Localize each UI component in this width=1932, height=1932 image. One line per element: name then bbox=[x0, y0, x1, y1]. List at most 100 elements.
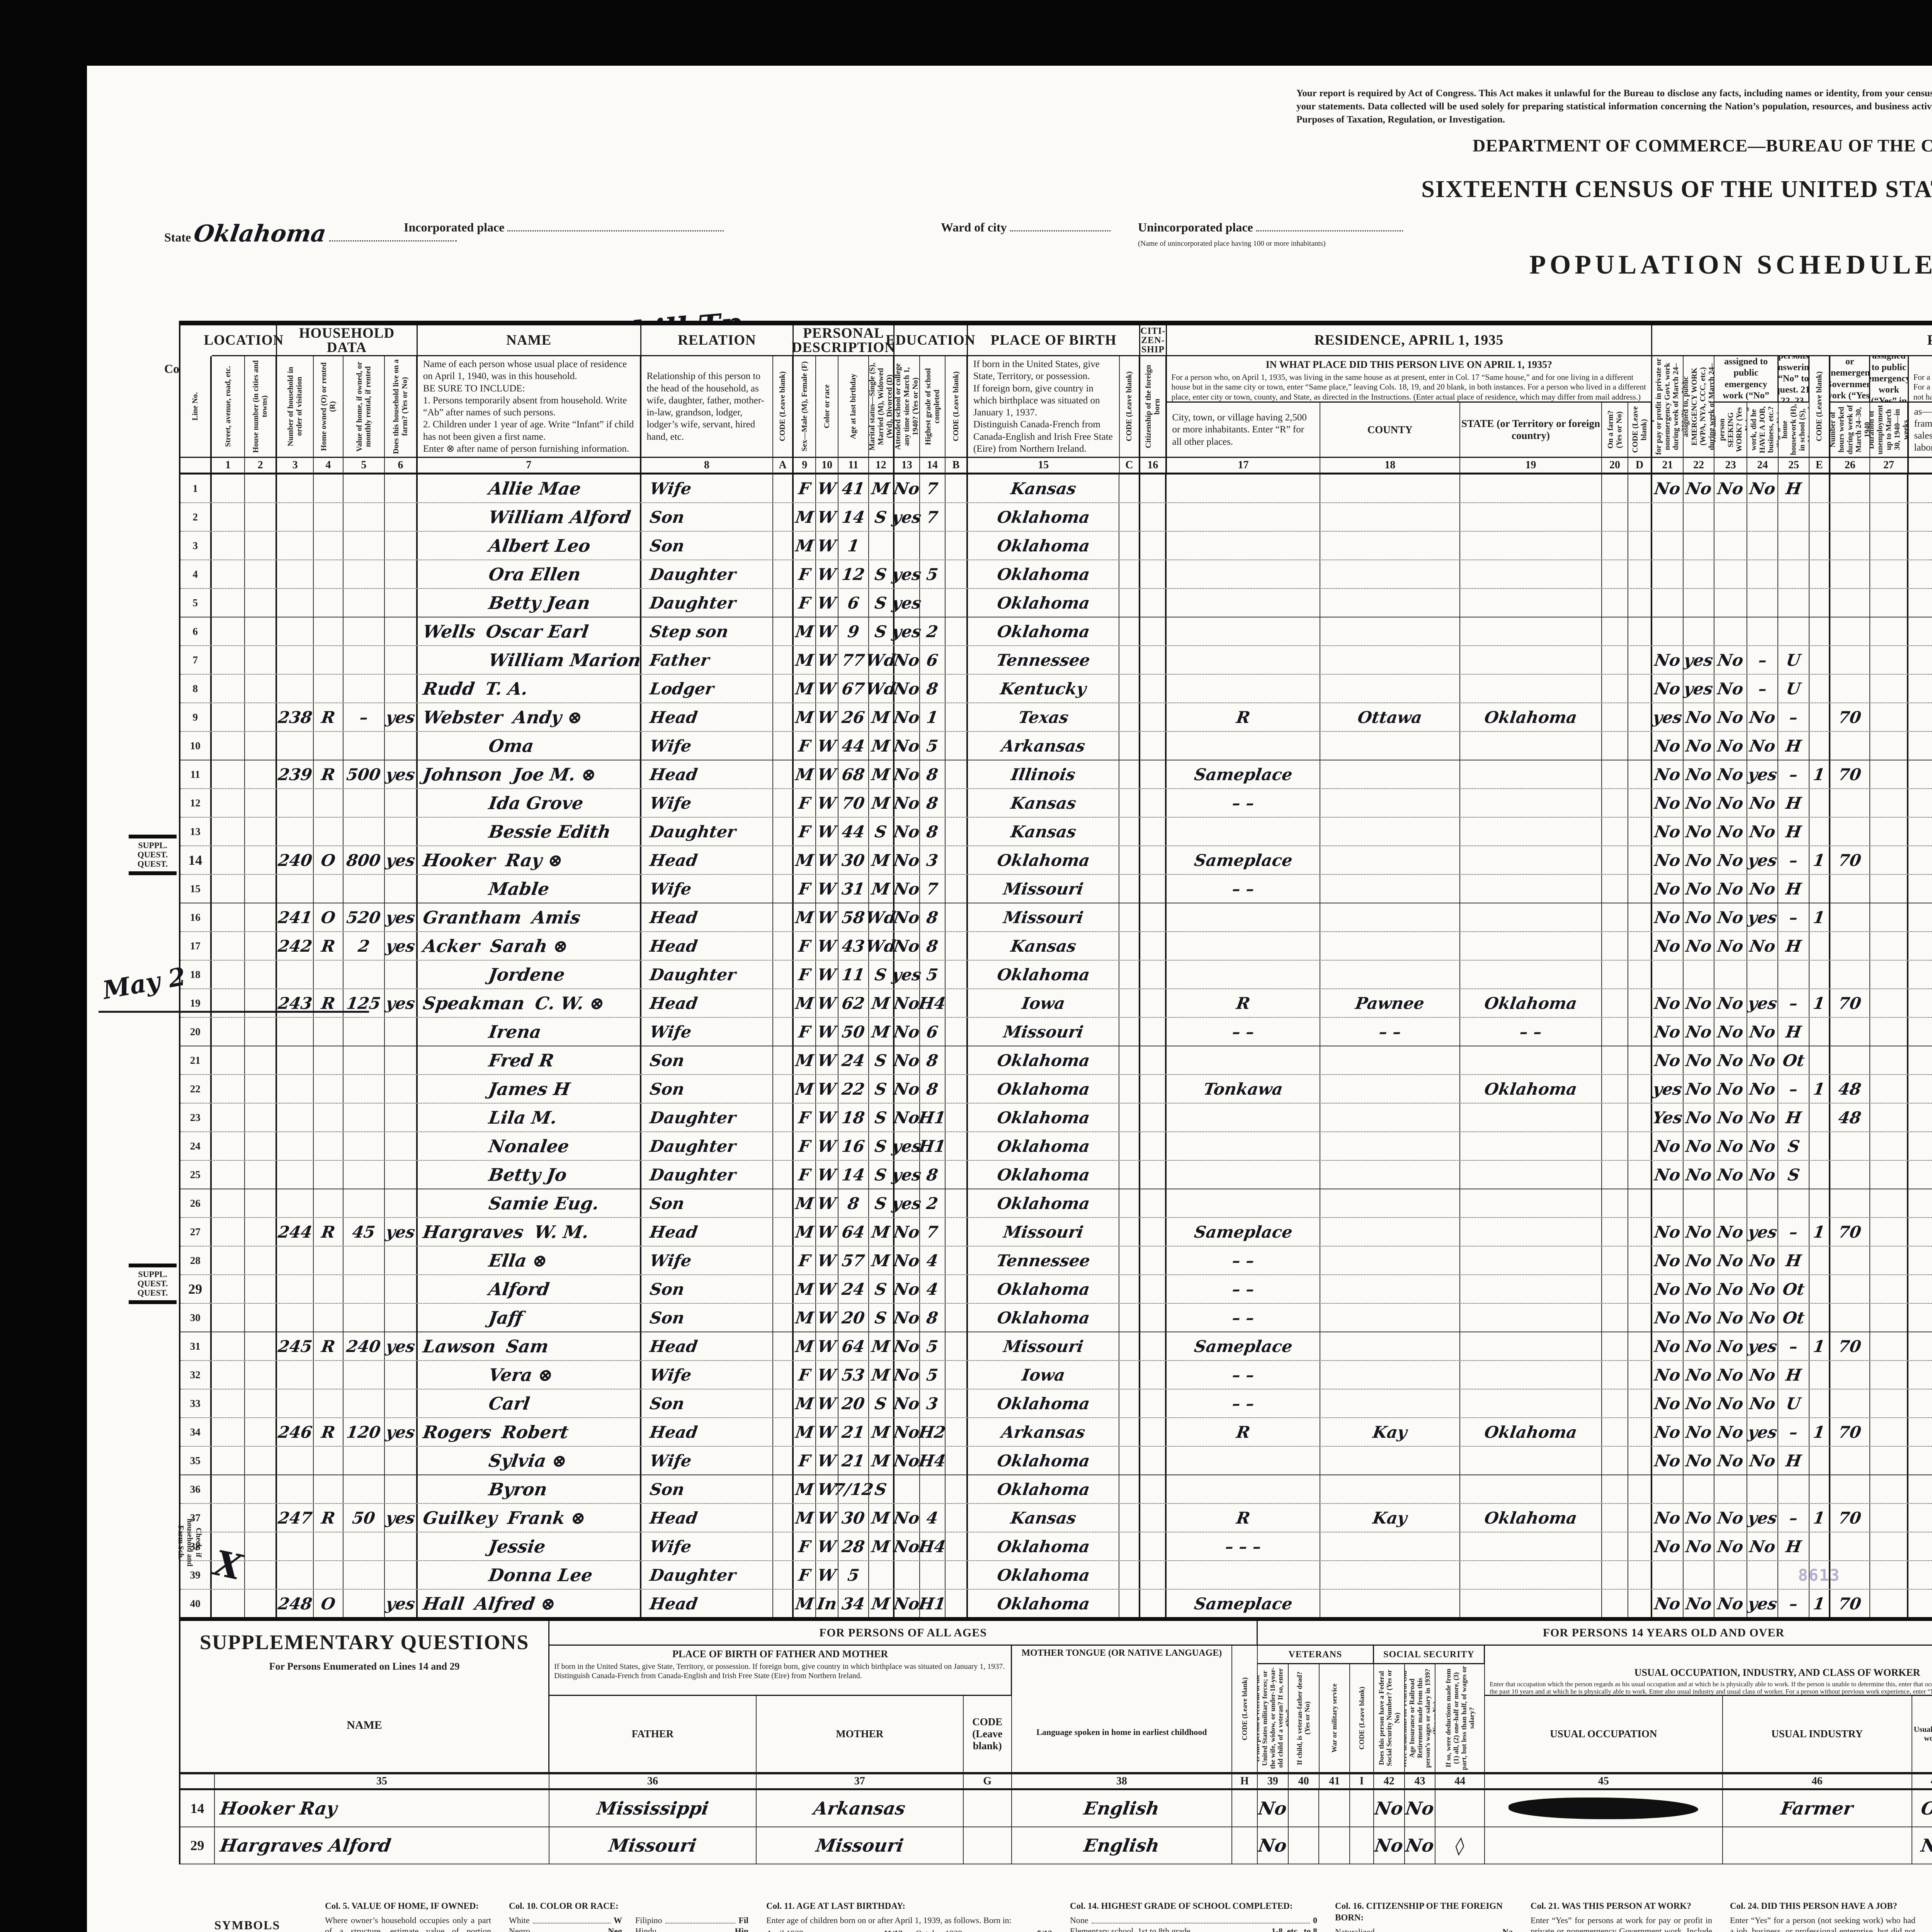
cell-line35-col19 bbox=[1460, 1447, 1602, 1475]
cell-line5-col13: yes bbox=[891, 589, 923, 617]
cell-line20-col20 bbox=[1602, 1018, 1628, 1046]
cell-line20-col10: W bbox=[816, 1018, 838, 1046]
cell-line28-col25: H bbox=[1778, 1247, 1810, 1274]
cell-line28-col17: – – bbox=[1167, 1247, 1321, 1274]
cell-line33-col21: No bbox=[1652, 1389, 1684, 1417]
cell-line38-col27 bbox=[1870, 1532, 1909, 1560]
column-caption-22: If not, was he at work on, or assigned t… bbox=[1684, 356, 1715, 457]
cell-line16-col25: – bbox=[1778, 903, 1810, 931]
cell-line15-colB bbox=[946, 875, 968, 903]
handwritten-entry: No bbox=[1373, 1835, 1405, 1856]
handwritten-entry: 48 bbox=[1837, 1108, 1863, 1127]
handwritten-entry: – – bbox=[1231, 1022, 1256, 1041]
handwritten-entry: No bbox=[893, 1251, 921, 1270]
handwritten-entry: yes bbox=[384, 850, 417, 870]
tongue-caption: Language spoken in home in earliest chil… bbox=[1036, 1727, 1207, 1737]
cell-line16-col28: Farmer bbox=[1908, 903, 1932, 931]
handwritten-entry: R bbox=[320, 936, 337, 956]
handwritten-entry: No bbox=[1257, 1835, 1288, 1856]
handwritten-entry: No bbox=[893, 936, 921, 956]
cell-line17-col21: No bbox=[1652, 932, 1684, 960]
handwritten-entry: – – bbox=[1231, 793, 1256, 813]
cell-line28-col2 bbox=[245, 1247, 277, 1274]
cell-line31-col6: yes bbox=[385, 1332, 418, 1360]
handwritten-entry: 24 bbox=[840, 1279, 866, 1299]
cell-line20-collnL: 20 bbox=[180, 1018, 212, 1046]
caption-text: Name of each person whose usual place of… bbox=[423, 359, 634, 454]
column-group-title: PERSONAL DESCRIPTION bbox=[792, 325, 895, 356]
cell-line26-col17 bbox=[1167, 1189, 1321, 1217]
cell-line34-colB bbox=[946, 1418, 968, 1446]
supp-caption-44: If so, were deductions made from (1) all… bbox=[1435, 1664, 1485, 1773]
cell-line11-colE: 1 bbox=[1810, 760, 1830, 788]
note-pair: Negro Neg bbox=[509, 1926, 622, 1932]
cell-line39-colE: 8613 bbox=[1798, 1561, 1840, 1589]
handwritten-entry: W bbox=[816, 536, 838, 555]
cell-line22-collnL: 22 bbox=[180, 1075, 212, 1103]
cell-line5-col28 bbox=[1908, 589, 1932, 617]
cell-line23-col1 bbox=[212, 1104, 245, 1131]
handwritten-entry: Kansas bbox=[1009, 1508, 1077, 1527]
column-caption-19: STATE (or Territory or foreign country) bbox=[1460, 403, 1602, 457]
handwritten-entry: No bbox=[893, 1508, 921, 1527]
handwritten-entry: M bbox=[794, 765, 815, 784]
cell-line39-col9: F bbox=[794, 1561, 816, 1589]
cell-line2-col1 bbox=[212, 503, 245, 531]
cell-line32-col17: – – bbox=[1167, 1361, 1321, 1389]
note-pair: White W bbox=[509, 1915, 622, 1926]
cell-line6-col14: 2 bbox=[920, 617, 946, 645]
cell-line17-collnL: 17 bbox=[180, 932, 212, 960]
cell-line36-col28 bbox=[1908, 1475, 1932, 1503]
cell-line40-col12: M bbox=[869, 1590, 895, 1617]
handwritten-entry: W bbox=[816, 707, 838, 727]
cell-line9-col15: Texas bbox=[968, 703, 1120, 731]
column-caption-21: Was this person AT WORK for pay or profi… bbox=[1652, 356, 1684, 457]
cell-line15-col2 bbox=[245, 875, 277, 903]
cell-line16-collnL: 16 bbox=[180, 903, 212, 931]
cell-line35-col28 bbox=[1908, 1447, 1932, 1475]
cell-line20-col11: 50 bbox=[838, 1018, 869, 1046]
cell-line27-col28: Farmer bbox=[1908, 1218, 1932, 1246]
cell-line39-collnL: 39 bbox=[180, 1561, 212, 1589]
supp-cell-line14-42: No bbox=[1374, 1790, 1405, 1827]
handwritten-entry: No bbox=[1684, 1594, 1713, 1613]
cell-line33-col25: U bbox=[1778, 1389, 1810, 1417]
cell-line9-col10: W bbox=[816, 703, 838, 731]
cell-line6-col8: Step son bbox=[641, 617, 773, 645]
cell-line39-col12 bbox=[869, 1561, 895, 1589]
cell-line21-col5 bbox=[344, 1046, 385, 1074]
cell-line23-col28: House Keeper bbox=[1908, 1104, 1932, 1131]
cell-line18-col25 bbox=[1778, 961, 1810, 988]
note-pair: October 19395/12 bbox=[916, 1928, 1052, 1932]
supp-number-45: 45 bbox=[1485, 1773, 1723, 1790]
handwritten-entry: W bbox=[816, 736, 838, 755]
handwritten-entry: Daughter bbox=[648, 565, 737, 584]
surname: Hall bbox=[422, 1593, 466, 1614]
cell-line27-colD bbox=[1628, 1218, 1652, 1246]
cell-line5-col7: Betty Jean bbox=[418, 589, 641, 617]
cell-line26-col3 bbox=[277, 1189, 314, 1217]
cell-line19-col21: No bbox=[1652, 989, 1684, 1017]
handwritten-entry: Daughter bbox=[648, 1565, 737, 1585]
cell-line27-col3: 244 bbox=[277, 1218, 314, 1246]
cell-line17-col13: No bbox=[893, 932, 921, 960]
caption-text: Highest grade of school completed bbox=[923, 368, 941, 445]
handwritten-entry: W bbox=[816, 565, 838, 584]
cell-line2-col28 bbox=[1908, 503, 1932, 531]
given-name: Fred R bbox=[487, 1050, 555, 1071]
cell-line9-colB bbox=[946, 703, 968, 731]
cell-line40-col2 bbox=[245, 1590, 277, 1617]
cell-line3-col23 bbox=[1714, 532, 1747, 560]
cell-line6-col4 bbox=[314, 617, 344, 645]
cell-line4-col27 bbox=[1870, 560, 1909, 588]
handwritten-entry: yes bbox=[891, 965, 923, 984]
cell-line13-col15: Kansas bbox=[968, 818, 1120, 845]
supp-caption-43: Were deductions for Federal Old-Age Insu… bbox=[1405, 1664, 1436, 1773]
cell-line19-collnL: 19 bbox=[180, 989, 212, 1017]
cell-line34-col9: M bbox=[794, 1418, 816, 1446]
cell-line18-col10: W bbox=[816, 961, 838, 988]
handwritten-entry: O bbox=[320, 850, 337, 870]
handwritten-entry: Kay bbox=[1371, 1422, 1408, 1442]
column-number-11: 11 bbox=[838, 457, 869, 474]
cell-line26-col5 bbox=[344, 1189, 385, 1217]
